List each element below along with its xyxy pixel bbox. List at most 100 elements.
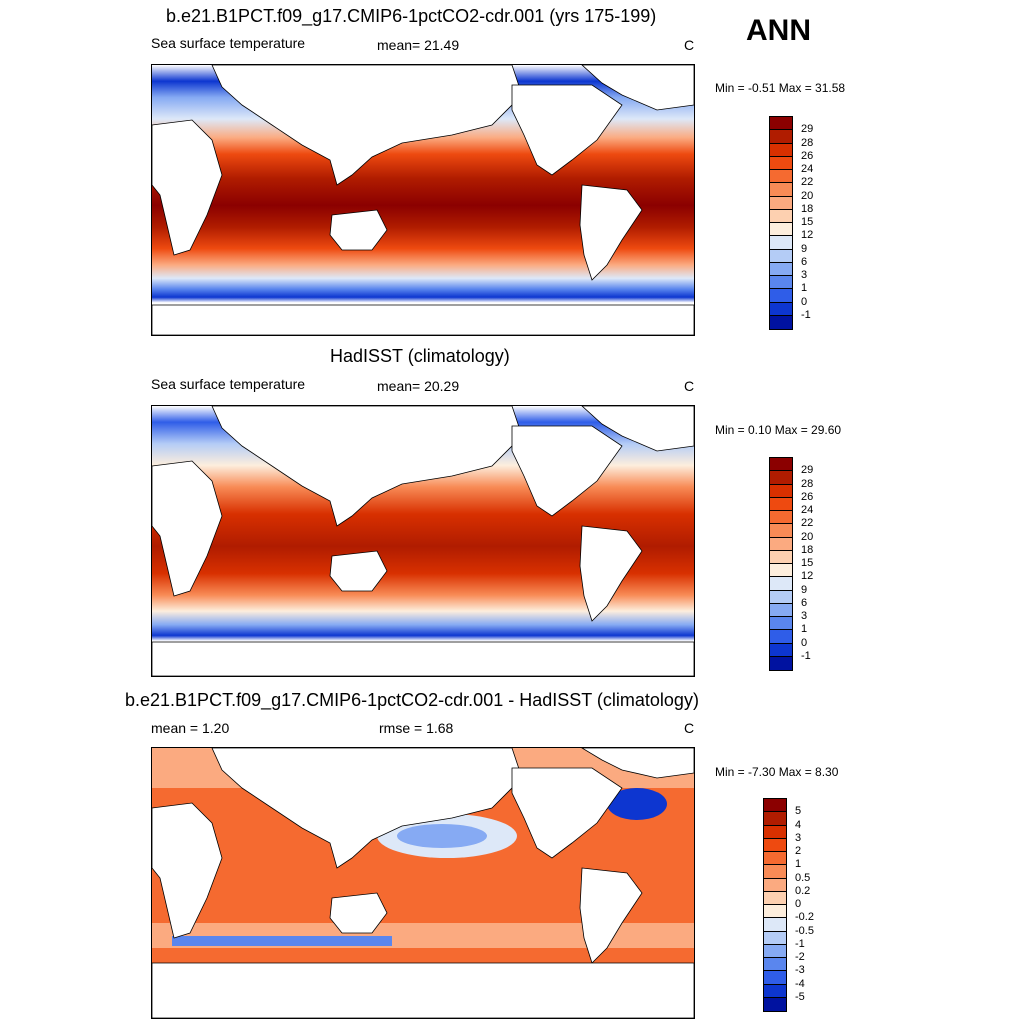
panel-1-landmasses xyxy=(152,65,694,335)
panel-1-colorbar: 29 28 26 24 22 20 18 15 12 9 6 3 1 0 -1 xyxy=(769,116,829,330)
panel-1-colorbar-tick-label: 1 xyxy=(801,282,808,295)
panel-1-colorbar-tick-label: 15 xyxy=(801,216,814,228)
panel-2-colorbar-tick-label: 0 xyxy=(801,636,808,649)
panel-2-colorbar-swatch xyxy=(770,511,792,525)
panel-3-australia xyxy=(329,892,388,934)
panel-2-colorbar-tick-label: 18 xyxy=(801,543,814,556)
panel-3-colorbar-swatch xyxy=(764,799,786,813)
panel-2-map-svg xyxy=(152,406,694,676)
panel-1-colorbar-swatch xyxy=(770,130,792,144)
panel-3-colorbar-tick-label: -0.5 xyxy=(795,924,814,937)
panel-2-variable-label: Sea surface temperature xyxy=(151,376,306,392)
panel-1-colorbar-swatch xyxy=(770,183,792,197)
panel-3-colorbar-tick-label: -3 xyxy=(795,964,805,977)
panel-1-colorbar-swatch xyxy=(770,276,792,290)
panel-2-africa xyxy=(152,460,223,597)
panel-3-colorbar-tick-label: 3 xyxy=(795,831,802,844)
panel-1-colorbar-tick-label: 20 xyxy=(801,189,814,202)
panel-3-colorbar-swatches xyxy=(763,798,787,1012)
panel-3-colorbar-tick-label: -5 xyxy=(795,990,805,1003)
panel-2-colorbar-tick-label: 1 xyxy=(801,623,808,636)
panel-2-colorbar-swatch xyxy=(770,617,792,631)
panel-2-colorbar-tick-label: 9 xyxy=(801,583,808,596)
panel-1-map xyxy=(151,64,695,336)
panel-1-colorbar-swatch xyxy=(770,236,792,250)
panel-2-colorbar-tick-label: -1 xyxy=(801,649,811,662)
panel-1-north-america xyxy=(511,84,623,176)
panel-3-map xyxy=(151,747,695,1019)
panel-2-colorbar-tick-label: 12 xyxy=(801,570,814,583)
panel-1-colorbar-tick-label: 9 xyxy=(801,242,808,255)
panel-2-minmax-label: Min = 0.10 Max = 29.60 xyxy=(715,423,842,437)
panel-3-colorbar-tick-label: 4 xyxy=(795,818,802,831)
panel-1-greenland xyxy=(581,65,694,111)
panel-3-colorbar-swatch xyxy=(764,984,786,998)
panel-3-map-svg xyxy=(152,748,694,1018)
panel-2-colorbar-swatch xyxy=(770,471,792,485)
panel-1-australia xyxy=(329,209,388,251)
panel-1-colorbar-tick-label: 26 xyxy=(801,149,814,162)
panel-2-colorbar-swatch xyxy=(770,524,792,538)
panel-2-antarctica xyxy=(152,641,694,676)
panel-2-colorbar-swatch xyxy=(770,497,792,511)
panel-1-colorbar-swatch xyxy=(770,315,792,329)
panel-1-colorbar-swatch xyxy=(770,262,792,276)
panel-1-colorbar-swatch xyxy=(770,302,792,316)
panel-3-colorbar-swatch xyxy=(764,944,786,958)
panel-1-colorbar-tick-label: 0 xyxy=(801,295,808,308)
panel-3-rmse-label: rmse = 1.68 xyxy=(379,720,454,736)
panel-3-colorbar-tick-label: 5 xyxy=(795,805,802,818)
panel-3-colorbar: 5 4 3 2 1 0.5 0.2 0 -0.2 -0.5 -1 -2 -3 -4 -5 xyxy=(763,798,823,1012)
panel-2-south-america xyxy=(579,525,643,622)
panel-1-colorbar-swatch xyxy=(770,196,792,210)
panel-3-units-label: C xyxy=(684,720,695,736)
panel-2-colorbar-tick-label: 24 xyxy=(801,504,814,516)
panel-3-colorbar-tick-label: -2 xyxy=(795,951,805,963)
panel-2-colorbar-swatch xyxy=(770,537,792,551)
panel-2-colorbar-swatch xyxy=(770,577,792,591)
panel-3-antarctica xyxy=(152,962,694,1018)
panel-3-greenland xyxy=(581,748,694,779)
panel-2-colorbar: 29 28 26 24 22 20 18 15 12 9 6 3 1 0 -1 xyxy=(769,457,829,671)
panel-1-variable-label: Sea surface temperature xyxy=(151,35,306,51)
panel-2-colorbar-swatch xyxy=(770,656,792,670)
panel-2-colorbar-swatch xyxy=(770,458,792,472)
panel-1-map-svg xyxy=(152,65,694,335)
panel-3-colorbar-swatch xyxy=(764,958,786,972)
panel-1-south-america xyxy=(579,184,643,281)
panel-2-colorbar-tick-label: 6 xyxy=(801,596,808,609)
panel-3-colorbar-tick-label: 0 xyxy=(795,898,802,910)
panel-1-title: b.e21.B1PCT.f09_g17.CMIP6-1pctCO2-cdr.00… xyxy=(166,6,657,26)
panel-1-colorbar-tick-label: 29 xyxy=(801,123,814,136)
panel-2-landmasses xyxy=(152,406,694,676)
panel-3-colorbar-tick-label: 1 xyxy=(795,858,802,871)
panel-1-colorbar-swatch xyxy=(770,249,792,263)
panel-1-colorbar-swatches xyxy=(769,116,793,330)
panel-2-title: HadISST (climatology) xyxy=(330,346,510,366)
panel-1-colorbar-tick-label: 6 xyxy=(801,255,808,268)
panel-3-colorbar-swatch xyxy=(764,878,786,892)
panel-1-mean-label: mean= 21.49 xyxy=(377,37,460,53)
panel-2-colorbar-swatch xyxy=(770,590,792,604)
panel-1-antarctica xyxy=(152,304,694,335)
panel-3-colorbar-swatch xyxy=(764,997,786,1011)
panel-1-colorbar-tick-label: -1 xyxy=(801,308,811,321)
panel-2-colorbar-tick-label: 26 xyxy=(801,490,814,503)
panel-3-colorbar-tick-label: 0.5 xyxy=(795,871,811,884)
panel-3-colorbar-swatch xyxy=(764,891,786,905)
panel-3-colorbar-swatch xyxy=(764,918,786,932)
panel-1-colorbar-swatch xyxy=(770,156,792,170)
panel-2-north-america xyxy=(511,425,623,517)
panel-2-colorbar-swatches xyxy=(769,457,793,671)
panel-3-north-america xyxy=(511,767,623,859)
panel-2-colorbar-tick-label: 15 xyxy=(801,557,814,569)
panel-1-africa xyxy=(152,119,223,256)
panel-2-map xyxy=(151,405,695,677)
panel-2-colorbar-tick-label: 29 xyxy=(801,464,814,477)
panel-3-colorbar-swatch xyxy=(764,838,786,852)
panel-3-colorbar-swatch xyxy=(764,812,786,826)
season-label: ANN xyxy=(746,14,811,47)
panel-2-mean-label: mean= 20.29 xyxy=(377,378,460,394)
panel-2-colorbar-swatch xyxy=(770,484,792,498)
panel-2-colorbar-tick-label: 20 xyxy=(801,530,814,543)
